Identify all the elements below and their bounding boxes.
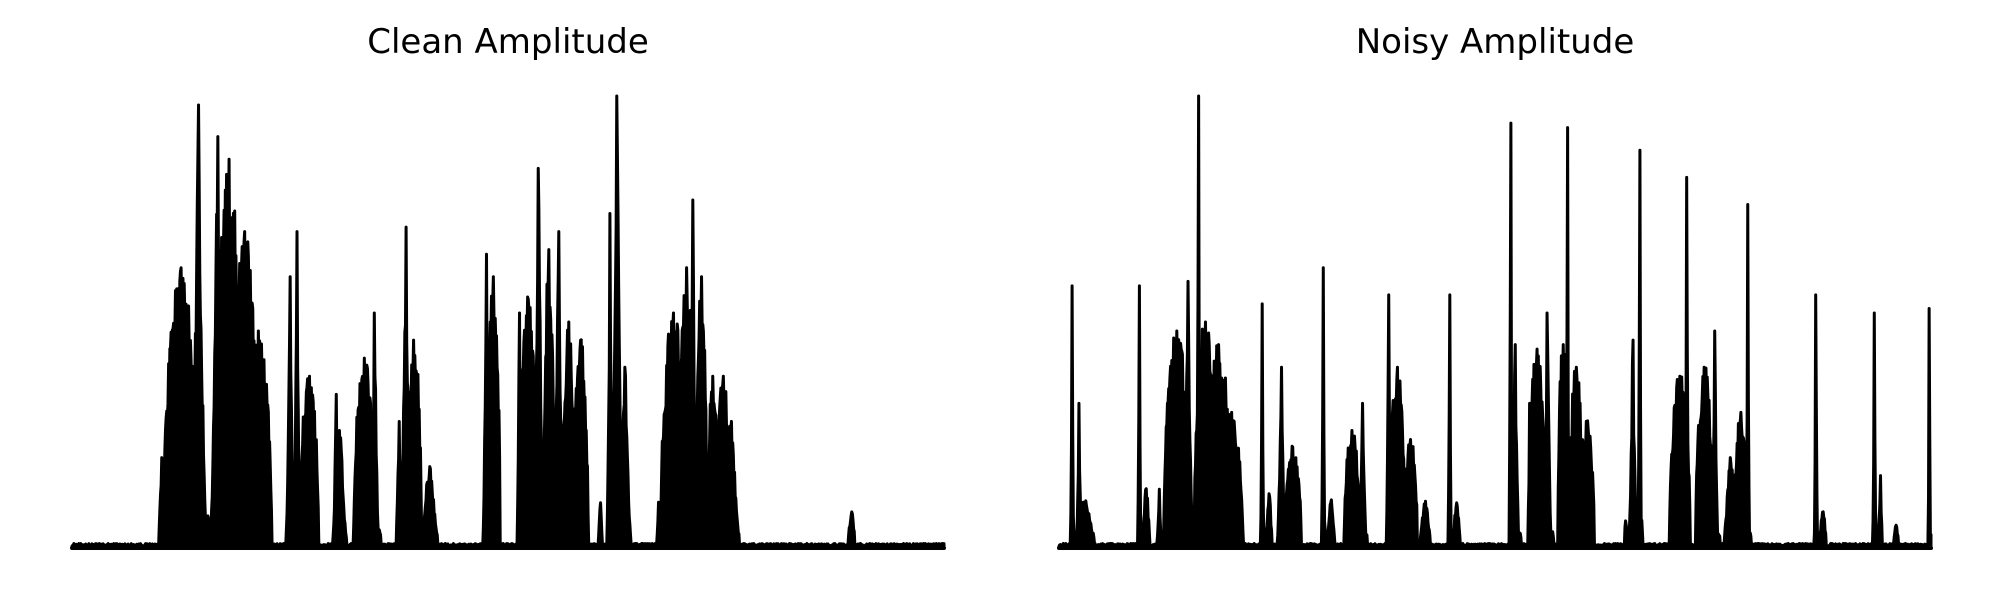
noisy-amplitude-plot	[1057, 94, 1933, 550]
left-chart-title: Clean Amplitude	[367, 22, 649, 62]
amplitude-area-series	[70, 94, 946, 550]
right-chart-title: Noisy Amplitude	[1355, 22, 1635, 62]
amplitude-area-series	[1057, 94, 1933, 550]
clean-amplitude-plot	[70, 94, 946, 550]
